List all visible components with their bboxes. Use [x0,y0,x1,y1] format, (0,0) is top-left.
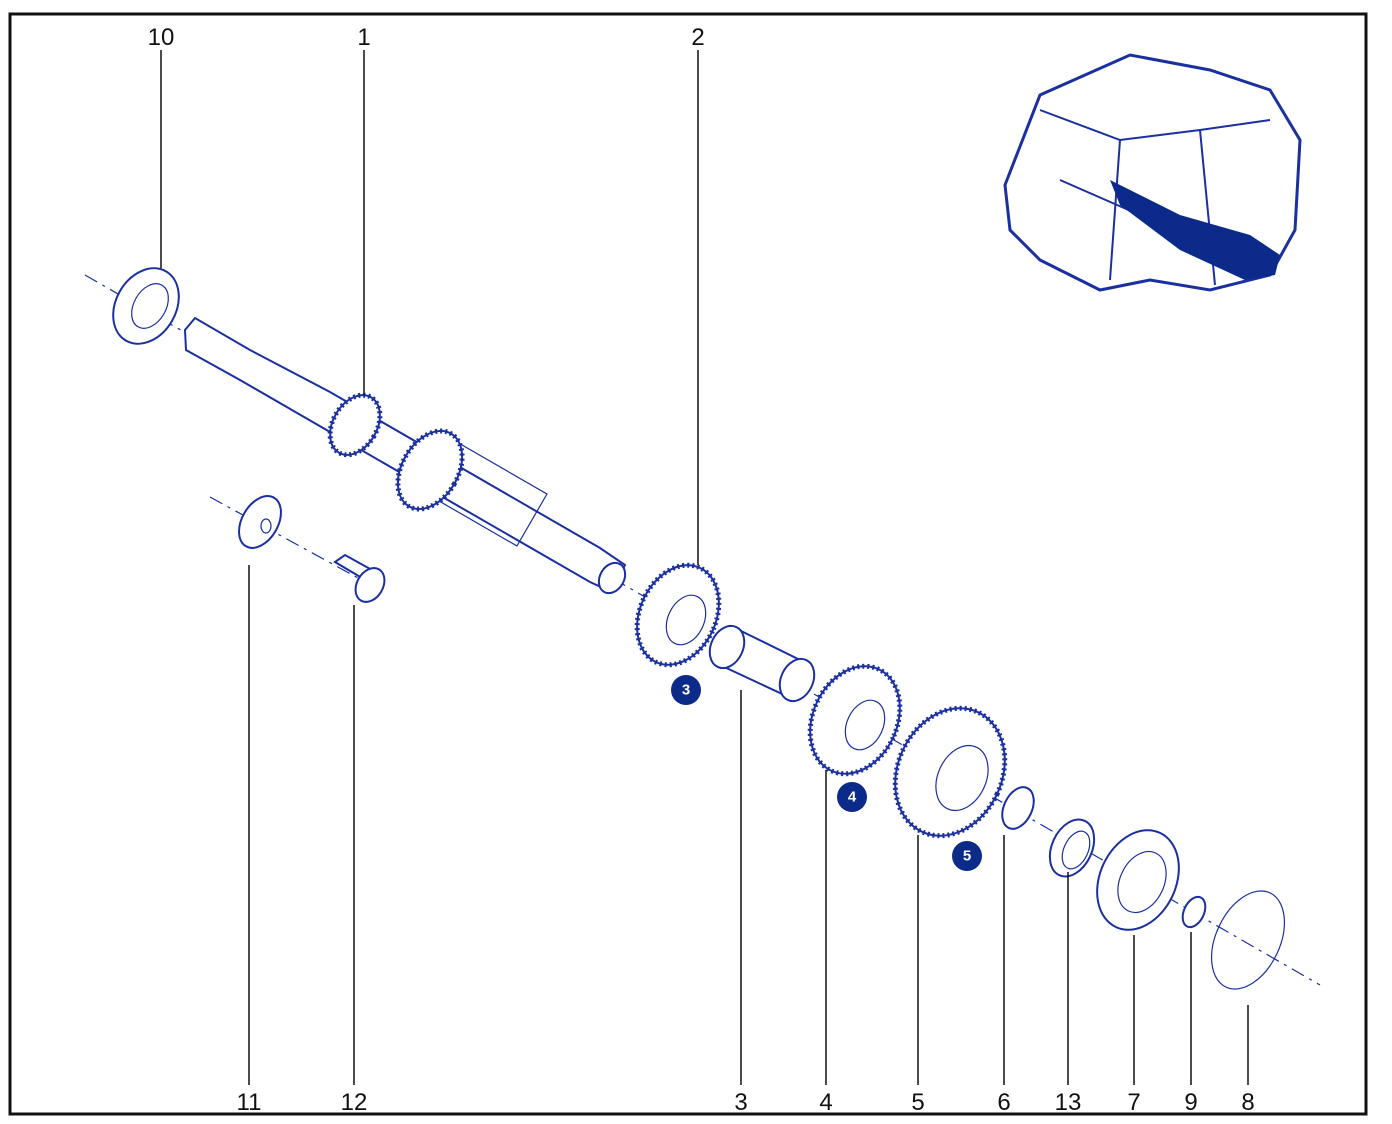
badge [952,841,982,871]
badge-label: 5 [963,848,971,865]
callout-label: 13 [1055,1089,1082,1116]
bearing [112,267,180,345]
clip [1001,786,1035,830]
callout-label: 3 [734,1089,747,1116]
gear [634,562,722,668]
badge-label: 4 [848,789,857,806]
callout-label: 1 [357,24,370,51]
callout-label: 5 [911,1089,924,1116]
callout-label: 10 [148,24,175,51]
bolt [333,553,386,603]
shaft [183,316,627,595]
gear [807,663,903,777]
badge [837,782,867,812]
callout-label: 2 [691,24,704,51]
leader-lines [160,50,1249,1085]
callout-label: 9 [1184,1089,1197,1116]
gear [892,705,1008,839]
callout-label: 12 [341,1089,368,1116]
badge [671,675,701,705]
sleeve [708,624,816,703]
washer [238,495,282,549]
transmission-thumbnail [1003,53,1302,292]
axis [209,496,381,591]
callout-label: 11 [237,1089,262,1116]
badge-label: 3 [682,682,690,699]
callout-label: 6 [997,1089,1010,1116]
needle-cage [1048,818,1096,878]
callout-label: 4 [819,1089,832,1116]
callout-label: 7 [1127,1089,1140,1116]
clip [1181,895,1207,929]
retaining-ring [1211,890,1285,990]
bearing [1096,829,1180,931]
washer-hole [260,518,272,534]
callout-label: 8 [1241,1089,1254,1116]
